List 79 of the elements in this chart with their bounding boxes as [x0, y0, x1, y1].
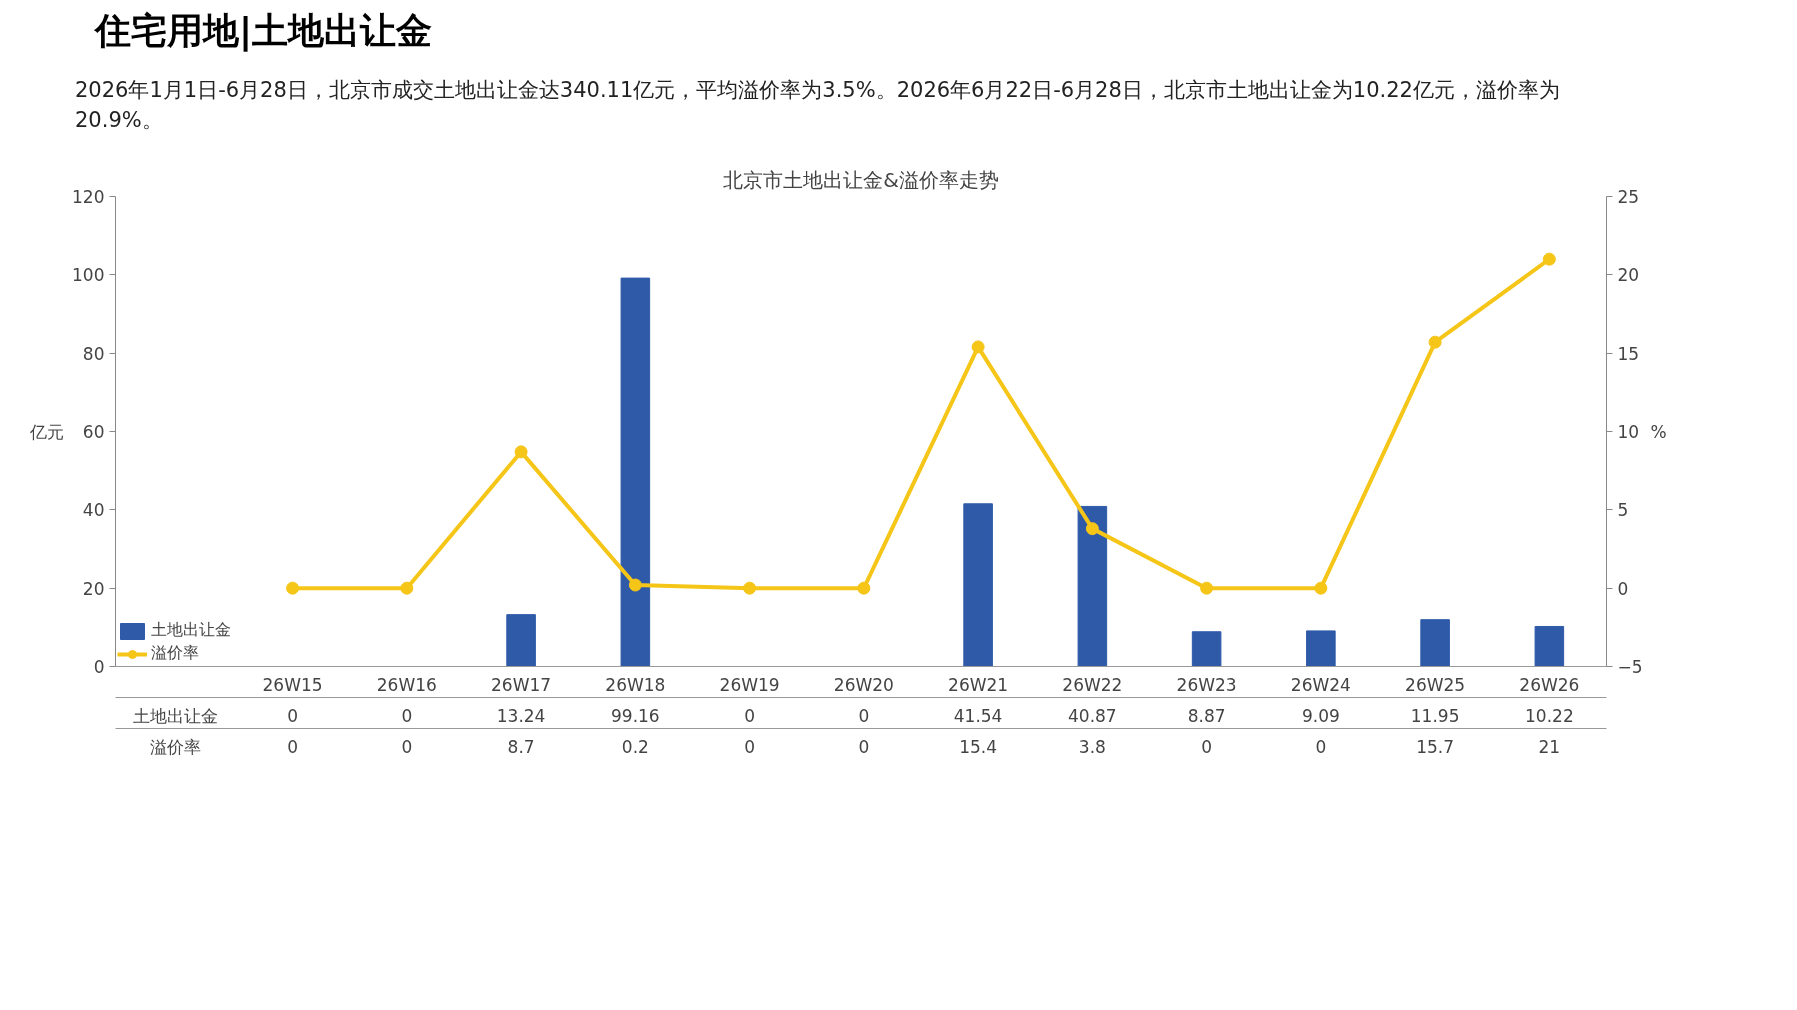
text: 住宅用地|土地出让金 — [95, 9, 433, 54]
data-label: 0 — [287, 736, 299, 757]
data-label: 0 — [858, 705, 870, 726]
point — [628, 578, 642, 592]
y2-tick-label: −5 — [1617, 657, 1643, 677]
chart-title: 北京市土地出让金&溢价率走势 — [723, 167, 999, 192]
y-axis-title: 亿元 — [29, 421, 65, 442]
data-label: 40.87 — [1068, 705, 1117, 726]
bar — [963, 503, 993, 667]
x-tick-label: 26W20 — [833, 674, 894, 695]
chart-subtitle: 2026年1月1日-6月28日，北京市成交土地出让金达340.11亿元，平均溢价率为3.5%。2026年6月22日-6月28日，北京市土地出让金为10.22亿元，溢价率为20.9%。 — [75, 77, 1561, 134]
legend-label: 土地出让金 — [151, 620, 231, 641]
data-label: 13.24 — [496, 705, 546, 726]
y2-tick-label: 15 — [1617, 343, 1640, 364]
y2-tick-label: 5 — [1617, 500, 1629, 521]
point — [971, 340, 985, 354]
y-tick-label: 100 — [72, 265, 105, 286]
point — [857, 581, 871, 595]
y2-axis-title: % — [1650, 421, 1667, 442]
point — [400, 581, 414, 595]
data-label: 8.87 — [1187, 705, 1226, 726]
x-tick-label: 26W15 — [262, 674, 323, 695]
point — [514, 445, 528, 459]
x-tick-label: 26W26 — [1519, 674, 1580, 695]
point — [743, 581, 757, 595]
data-label: 0 — [401, 705, 413, 726]
y-tick-label: 80 — [82, 343, 105, 364]
x-tick-label: 26W17 — [491, 674, 552, 695]
bar — [1420, 619, 1450, 667]
data-label: 21 — [1538, 736, 1561, 757]
x-tick-label: 26W21 — [948, 674, 1009, 695]
data-label: 0.2 — [621, 736, 649, 757]
point — [1085, 522, 1099, 536]
point — [1542, 252, 1556, 266]
y-tick-label: 40 — [82, 500, 105, 521]
point — [1314, 581, 1328, 595]
text: 土地出让金 — [132, 705, 218, 726]
y-tick-label: 0 — [93, 657, 105, 677]
x-tick-label: 26W25 — [1405, 674, 1466, 695]
data-label: 0 — [744, 705, 756, 726]
y-tick-label: 120 — [72, 187, 105, 207]
bar — [1191, 631, 1222, 667]
y2-tick-label: 10 — [1617, 422, 1640, 442]
data-label: 9.09 — [1301, 705, 1340, 726]
bar — [620, 277, 651, 667]
x-tick-label: 26W23 — [1176, 674, 1237, 695]
x-tick-label: 26W19 — [719, 674, 780, 695]
y2-tick-label: 0 — [1617, 578, 1629, 599]
y-tick-label: 60 — [82, 422, 105, 442]
data-label: 0 — [401, 736, 413, 757]
data-label: 0 — [858, 736, 870, 757]
x-tick-label: 26W24 — [1290, 674, 1351, 695]
bar — [1306, 630, 1336, 667]
data-label: 15.4 — [959, 736, 998, 757]
data-label: 11.95 — [1410, 705, 1460, 726]
bar — [1534, 625, 1565, 667]
point — [1200, 581, 1214, 595]
legend-label: 溢价率 — [151, 643, 199, 664]
data-label: 0 — [1315, 736, 1327, 757]
x-tick-label: 26W18 — [605, 674, 666, 695]
data-label: 99.16 — [611, 705, 660, 726]
data-label: 0 — [744, 736, 756, 757]
data-label: 15.7 — [1416, 736, 1455, 757]
data-label: 41.54 — [953, 705, 1003, 726]
data-label: 0 — [1201, 736, 1213, 757]
x-tick-label: 26W16 — [376, 674, 437, 695]
data-label: 8.7 — [507, 736, 535, 757]
data-label: 0 — [287, 705, 299, 726]
x-tick-label: 26W22 — [1062, 674, 1123, 695]
y2-tick-label: 25 — [1617, 187, 1640, 207]
bar — [1077, 505, 1108, 667]
text: 溢价率 — [149, 736, 201, 757]
y-tick-label: 20 — [82, 578, 105, 599]
bar — [506, 614, 536, 667]
data-label: 10.22 — [1525, 705, 1574, 726]
y2-tick-label: 20 — [1617, 265, 1640, 286]
point — [1428, 335, 1442, 349]
point — [286, 581, 300, 595]
data-label: 3.8 — [1078, 736, 1106, 757]
